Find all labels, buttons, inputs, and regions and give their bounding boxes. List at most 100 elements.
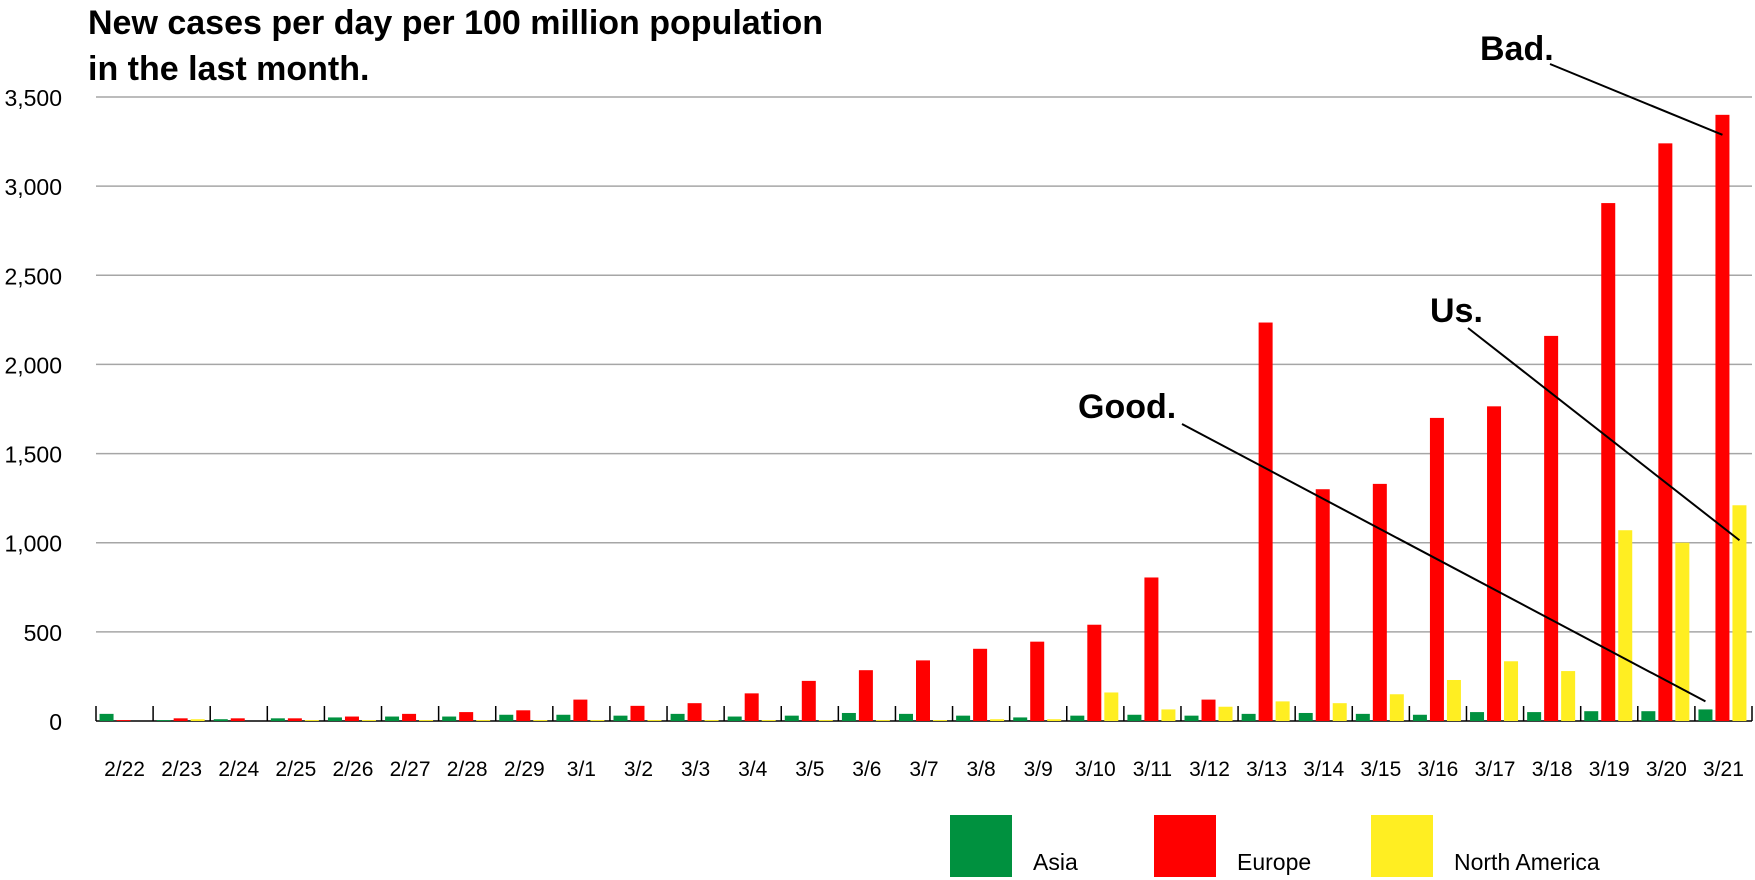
y-tick-label: 0	[49, 709, 62, 735]
bar-north-america	[1047, 719, 1062, 721]
x-tick-label: 3/17	[1475, 758, 1516, 781]
x-axis-tick-labels: 2/22 2/23 2/24 2/25 2/26 2/27 2/28 2/29 3/1 3/2 3/…	[104, 758, 1744, 781]
bar-europe	[1315, 489, 1330, 721]
bar-asia	[1412, 714, 1427, 721]
chart-title-line-1: New cases per day per 100 million popula…	[88, 4, 824, 42]
y-tick-label: 2,000	[4, 352, 62, 378]
annotation-leader-line	[1181, 423, 1706, 703]
bar-europe	[801, 680, 816, 721]
bar-north-america	[1332, 703, 1347, 721]
bar-asia	[1641, 711, 1656, 721]
bar-north-america	[1504, 661, 1519, 721]
bar-north-america	[1675, 542, 1690, 721]
x-tick-label: 3/12	[1189, 758, 1230, 781]
y-axis-tick-labels: 0 500 1,000 1,500 2,000 2,500 3,000 3,500	[4, 85, 62, 735]
bar-north-america	[1561, 671, 1576, 721]
bar-asia	[1355, 713, 1370, 721]
bar-europe	[1030, 641, 1045, 721]
bar-north-america	[990, 719, 1005, 721]
bar-north-america	[361, 720, 376, 721]
legend-label-europe: Europe	[1237, 849, 1312, 875]
bar-asia	[613, 715, 628, 721]
bar-north-america	[1161, 709, 1176, 721]
bar-asia	[156, 720, 171, 721]
bar-north-america	[704, 720, 719, 721]
bar-europe	[173, 718, 188, 721]
legend-label-north-america: North America	[1454, 849, 1600, 875]
bar-asia	[1184, 715, 1199, 721]
y-tick-label: 1,000	[4, 531, 62, 557]
gridlines	[96, 96, 1752, 633]
bar-europe	[1658, 143, 1673, 722]
y-tick-label: 500	[24, 620, 62, 646]
bars	[99, 114, 1747, 722]
bar-north-america	[761, 720, 776, 721]
annotation-leader-line	[1549, 63, 1723, 136]
bar-asia	[1070, 715, 1085, 721]
bar-europe	[116, 720, 131, 721]
x-tick-label: 3/11	[1133, 758, 1172, 781]
bar-asia	[1241, 713, 1256, 721]
x-tick-label: 2/28	[447, 758, 488, 781]
bar-asia	[499, 714, 514, 721]
bar-asia	[213, 719, 228, 721]
x-tick-label: 3/16	[1417, 758, 1458, 781]
bar-asia	[1298, 712, 1313, 721]
bar-asia	[1013, 717, 1028, 721]
bar-asia	[1584, 711, 1599, 721]
x-tick-label: 3/2	[624, 758, 653, 781]
x-tick-label: 3/3	[681, 758, 710, 781]
x-tick-label: 3/8	[967, 758, 996, 781]
chart-title-line-2: in the last month.	[88, 50, 370, 88]
bar-europe	[402, 713, 417, 721]
chart-title: New cases per day per 100 million popula…	[88, 0, 823, 92]
bar-north-america	[1275, 701, 1290, 721]
annotation-label: Us.	[1430, 292, 1483, 330]
y-tick-label: 1,500	[4, 442, 62, 468]
bar-north-america	[1389, 694, 1404, 721]
x-tick-label: 2/26	[333, 758, 374, 781]
bar-north-america	[190, 719, 205, 721]
bar-europe	[858, 670, 873, 721]
x-tick-label: 3/20	[1646, 758, 1687, 781]
bar-europe	[916, 660, 930, 721]
bar-europe	[1429, 417, 1444, 721]
bar-europe	[1601, 203, 1616, 721]
bar-north-america	[304, 720, 319, 721]
annotations: Bad. Us. Good.	[1078, 30, 1741, 703]
bar-europe	[344, 716, 359, 721]
x-tick-label: 3/18	[1532, 758, 1573, 781]
bar-europe	[459, 712, 474, 721]
x-tick-label: 2/29	[504, 758, 545, 781]
bar-asia	[841, 712, 856, 721]
bar-north-america	[1618, 530, 1633, 721]
x-tick-label: 3/19	[1589, 758, 1630, 781]
x-tick-label: 3/9	[1024, 758, 1053, 781]
bar-asia	[1470, 712, 1485, 721]
bar-asia	[670, 713, 685, 721]
bar-asia	[556, 714, 571, 721]
bar-north-america	[1446, 679, 1461, 721]
bar-europe	[287, 718, 302, 721]
x-tick-label: 3/14	[1303, 758, 1344, 781]
bar-asia	[442, 716, 457, 721]
bar-north-america	[933, 720, 947, 721]
x-tick-label: 3/5	[795, 758, 824, 781]
x-tick-label: 2/24	[218, 758, 259, 781]
x-tick-label: 3/15	[1360, 758, 1401, 781]
bar-asia	[956, 715, 971, 721]
x-tick-label: 3/13	[1246, 758, 1287, 781]
bar-asia	[270, 718, 285, 721]
x-tick-label: 3/7	[909, 758, 938, 781]
bar-europe	[1087, 624, 1102, 721]
bar-north-america	[1104, 692, 1119, 721]
x-tick-label: 2/25	[275, 758, 316, 781]
y-tick-label: 3,500	[4, 85, 62, 111]
x-tick-label: 3/4	[738, 758, 768, 781]
bar-europe	[1201, 699, 1216, 721]
x-tick-label: 2/22	[104, 758, 145, 781]
legend-label-asia: Asia	[1033, 849, 1078, 875]
bar-europe	[573, 699, 588, 721]
bar-asia	[899, 713, 913, 721]
bar-asia	[327, 717, 342, 721]
